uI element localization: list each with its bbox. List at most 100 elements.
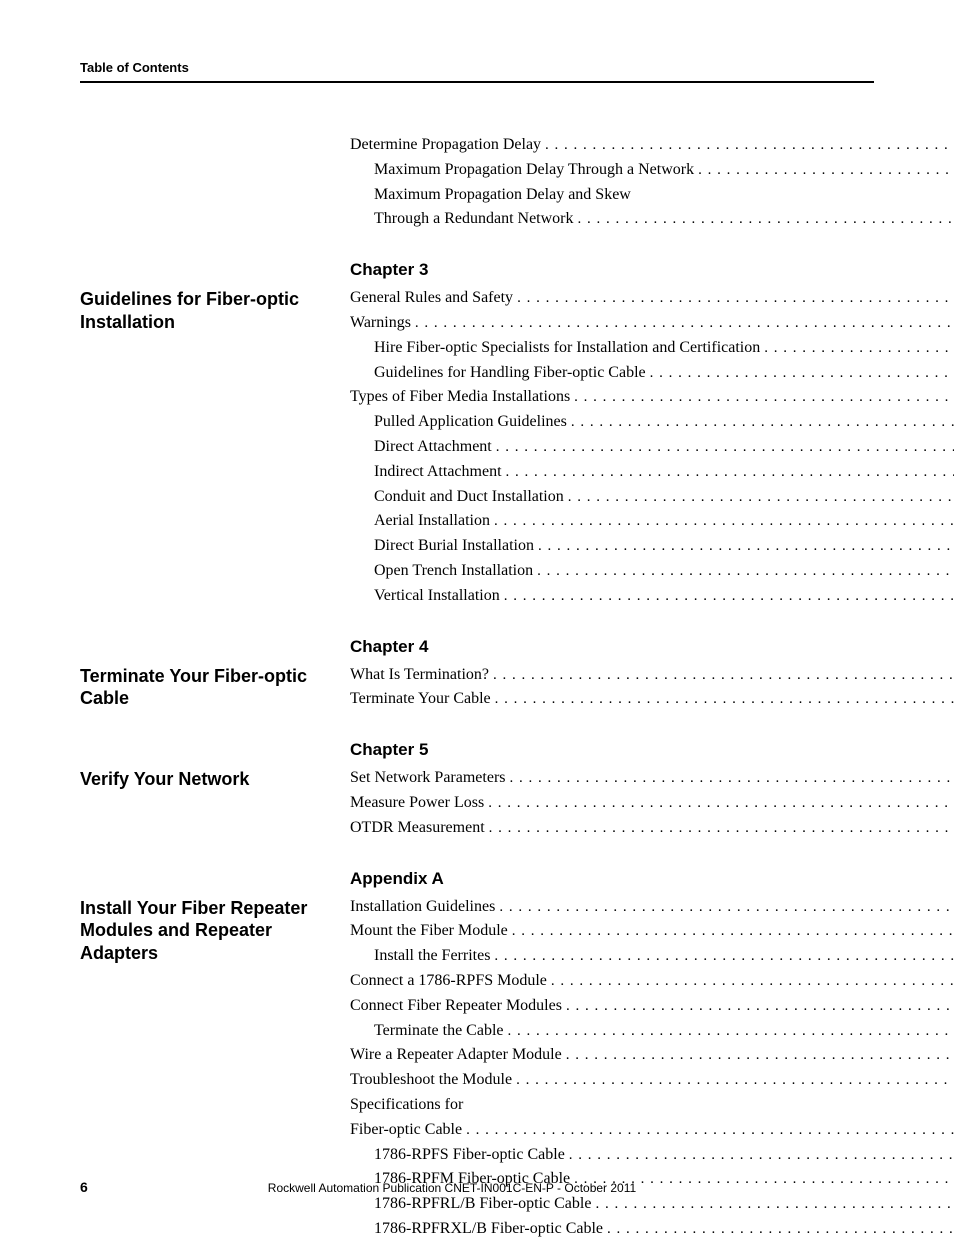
toc-entry-label: Terminate the Cable <box>374 1019 504 1044</box>
toc-entry-label: Hire Fiber-optic Specialists for Install… <box>374 336 760 361</box>
toc-leader-dots <box>538 534 954 559</box>
toc-block: Chapter 4 What Is Termination?53Terminate… <box>350 609 954 713</box>
toc-entry: Conduit and Duct Installation46 <box>350 485 954 510</box>
toc-leader-dots <box>494 944 954 969</box>
toc-entry: What Is Termination?53 <box>350 663 954 688</box>
header-rule <box>80 81 874 83</box>
toc-leader-dots <box>571 410 954 435</box>
toc-entry-label: Troubleshoot the Module <box>350 1068 512 1093</box>
toc-entry: 1786-RPFRXL/B Fiber-optic Cable71 <box>350 1217 954 1242</box>
toc-entry-label: Maximum Propagation Delay and Skew <box>374 183 631 208</box>
toc-leader-dots <box>650 361 954 386</box>
toc-entry-label: Terminate Your Cable <box>350 687 491 712</box>
toc-entry: Open Trench Installation50 <box>350 559 954 584</box>
toc-entry: Specifications for <box>350 1093 954 1118</box>
page-footer: 6 Rockwell Automation Publication CNET-I… <box>80 1179 874 1195</box>
toc-entry: Installation Guidelines59 <box>350 895 954 920</box>
toc-entry: Wire a Repeater Adapter Module68 <box>350 1043 954 1068</box>
toc-leader-dots <box>537 559 954 584</box>
toc-entry-label: OTDR Measurement <box>350 816 485 841</box>
toc-entry: Terminate the Cable67 <box>350 1019 954 1044</box>
toc-entry: Indirect Attachment46 <box>350 460 954 485</box>
chapter-heading: Chapter 4 <box>350 637 954 657</box>
section-title: Verify Your Network <box>80 712 340 840</box>
toc-entry: Through a Redundant Network40 <box>350 207 954 232</box>
toc-leader-dots <box>607 1217 954 1242</box>
toc-entry-label: Vertical Installation <box>374 584 500 609</box>
toc-leader-dots <box>578 207 954 232</box>
toc-entry: Set Network Parameters55 <box>350 766 954 791</box>
toc-leader-dots <box>512 919 954 944</box>
toc-entry-label: Guidelines for Handling Fiber-optic Cabl… <box>374 361 646 386</box>
toc-entry-label: Warnings <box>350 311 411 336</box>
toc-leader-dots <box>493 663 954 688</box>
toc-entry: 1786-RPFS Fiber-optic Cable70 <box>350 1143 954 1168</box>
toc-entry-label: Aerial Installation <box>374 509 490 534</box>
toc-entry: Maximum Propagation Delay Through a Netw… <box>350 158 954 183</box>
toc-entry-label: Connect Fiber Repeater Modules <box>350 994 562 1019</box>
toc-leader-dots <box>508 1019 954 1044</box>
toc-leader-dots <box>494 509 954 534</box>
toc-entry-label: Pulled Application Guidelines <box>374 410 567 435</box>
toc-entry: Troubleshoot the Module69 <box>350 1068 954 1093</box>
toc-entry: Direct Burial Installation50 <box>350 534 954 559</box>
toc-entry: Hire Fiber-optic Specialists for Install… <box>350 336 954 361</box>
chapter-heading: Appendix A <box>350 869 954 889</box>
toc-entry: Connect a 1786-RPFS Module65 <box>350 969 954 994</box>
section-title: Terminate Your Fiber-optic Cable <box>80 609 340 713</box>
toc-entry: Guidelines for Handling Fiber-optic Cabl… <box>350 361 954 386</box>
toc-entry-label: Set Network Parameters <box>350 766 506 791</box>
toc-entry-label: Determine Propagation Delay <box>350 133 541 158</box>
chapter-heading: Chapter 5 <box>350 740 954 760</box>
toc-leader-dots <box>488 791 954 816</box>
toc-entry-label: What Is Termination? <box>350 663 489 688</box>
toc-leader-dots <box>415 311 954 336</box>
toc-leader-dots <box>496 435 954 460</box>
toc-leader-dots <box>568 485 954 510</box>
toc-block: Chapter 3 General Rules and Safety43Warni… <box>350 232 954 608</box>
toc-leader-dots <box>495 687 954 712</box>
toc-entry-label: Indirect Attachment <box>374 460 502 485</box>
toc-leader-dots <box>466 1118 954 1143</box>
toc-entry: Direct Attachment45 <box>350 435 954 460</box>
toc-leader-dots <box>566 994 954 1019</box>
toc-entry: Connect Fiber Repeater Modules66 <box>350 994 954 1019</box>
toc-entry: Install the Ferrites62 <box>350 944 954 969</box>
toc-leader-dots <box>545 133 954 158</box>
toc-entry-label: Install the Ferrites <box>374 944 490 969</box>
toc-leader-dots <box>574 385 954 410</box>
toc-entry-label: 1786-RPFRXL/B Fiber-optic Cable <box>374 1217 603 1242</box>
toc-leader-dots <box>517 286 954 311</box>
toc-leader-dots <box>506 460 954 485</box>
toc-leader-dots <box>566 1043 954 1068</box>
toc-entry-label: Maximum Propagation Delay Through a Netw… <box>374 158 694 183</box>
toc-entry: Aerial Installation48 <box>350 509 954 534</box>
toc-leader-dots <box>569 1143 954 1168</box>
toc-entry-label: Through a Redundant Network <box>374 207 574 232</box>
toc-leader-dots <box>489 816 954 841</box>
toc-body: Determine Propagation Delay38Maximum Pro… <box>80 133 874 1242</box>
toc-entry: General Rules and Safety43 <box>350 286 954 311</box>
toc-entry-label: Measure Power Loss <box>350 791 484 816</box>
toc-entry-label: Fiber-optic Cable <box>350 1118 462 1143</box>
toc-entry-label: Types of Fiber Media Installations <box>350 385 570 410</box>
toc-entry-label: Direct Burial Installation <box>374 534 534 559</box>
toc-leader-dots <box>504 584 954 609</box>
toc-entry-label: 1786-RPFS Fiber-optic Cable <box>374 1143 565 1168</box>
toc-entry: Measure Power Loss55 <box>350 791 954 816</box>
chapter-heading: Chapter 3 <box>350 260 954 280</box>
toc-entry-label: Wire a Repeater Adapter Module <box>350 1043 562 1068</box>
toc-entry-label: Connect a 1786-RPFS Module <box>350 969 547 994</box>
toc-leader-dots <box>516 1068 954 1093</box>
toc-entry: OTDR Measurement57 <box>350 816 954 841</box>
toc-entry: Fiber-optic Cable70 <box>350 1118 954 1143</box>
toc-entry-label: Open Trench Installation <box>374 559 533 584</box>
toc-entry-label: Conduit and Duct Installation <box>374 485 564 510</box>
toc-leader-dots <box>551 969 954 994</box>
toc-leader-dots <box>698 158 954 183</box>
footer-page-number: 6 <box>80 1179 88 1195</box>
toc-entry: Maximum Propagation Delay and Skew <box>350 183 954 208</box>
toc-entry: Types of Fiber Media Installations45 <box>350 385 954 410</box>
toc-entry: Mount the Fiber Module60 <box>350 919 954 944</box>
toc-leader-dots <box>595 1192 954 1217</box>
